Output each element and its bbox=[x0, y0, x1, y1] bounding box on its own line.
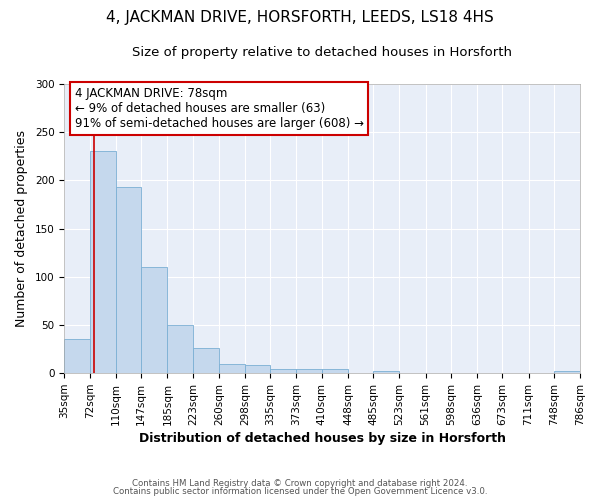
Bar bbox=[271, 370, 296, 373]
Bar bbox=[142, 267, 167, 373]
Text: 4 JACKMAN DRIVE: 78sqm
← 9% of detached houses are smaller (63)
91% of semi-deta: 4 JACKMAN DRIVE: 78sqm ← 9% of detached … bbox=[75, 87, 364, 130]
Bar bbox=[554, 372, 580, 373]
Bar bbox=[116, 187, 142, 373]
Y-axis label: Number of detached properties: Number of detached properties bbox=[15, 130, 28, 327]
Bar bbox=[64, 340, 90, 373]
Text: 4, JACKMAN DRIVE, HORSFORTH, LEEDS, LS18 4HS: 4, JACKMAN DRIVE, HORSFORTH, LEEDS, LS18… bbox=[106, 10, 494, 25]
Title: Size of property relative to detached houses in Horsforth: Size of property relative to detached ho… bbox=[132, 46, 512, 59]
Bar bbox=[193, 348, 219, 373]
Bar bbox=[219, 364, 245, 373]
Bar bbox=[322, 370, 348, 373]
X-axis label: Distribution of detached houses by size in Horsforth: Distribution of detached houses by size … bbox=[139, 432, 506, 445]
Bar bbox=[296, 370, 322, 373]
Text: Contains HM Land Registry data © Crown copyright and database right 2024.: Contains HM Land Registry data © Crown c… bbox=[132, 478, 468, 488]
Bar bbox=[245, 364, 271, 373]
Text: Contains public sector information licensed under the Open Government Licence v3: Contains public sector information licen… bbox=[113, 487, 487, 496]
Bar bbox=[90, 152, 116, 373]
Bar bbox=[167, 325, 193, 373]
Bar bbox=[373, 372, 400, 373]
